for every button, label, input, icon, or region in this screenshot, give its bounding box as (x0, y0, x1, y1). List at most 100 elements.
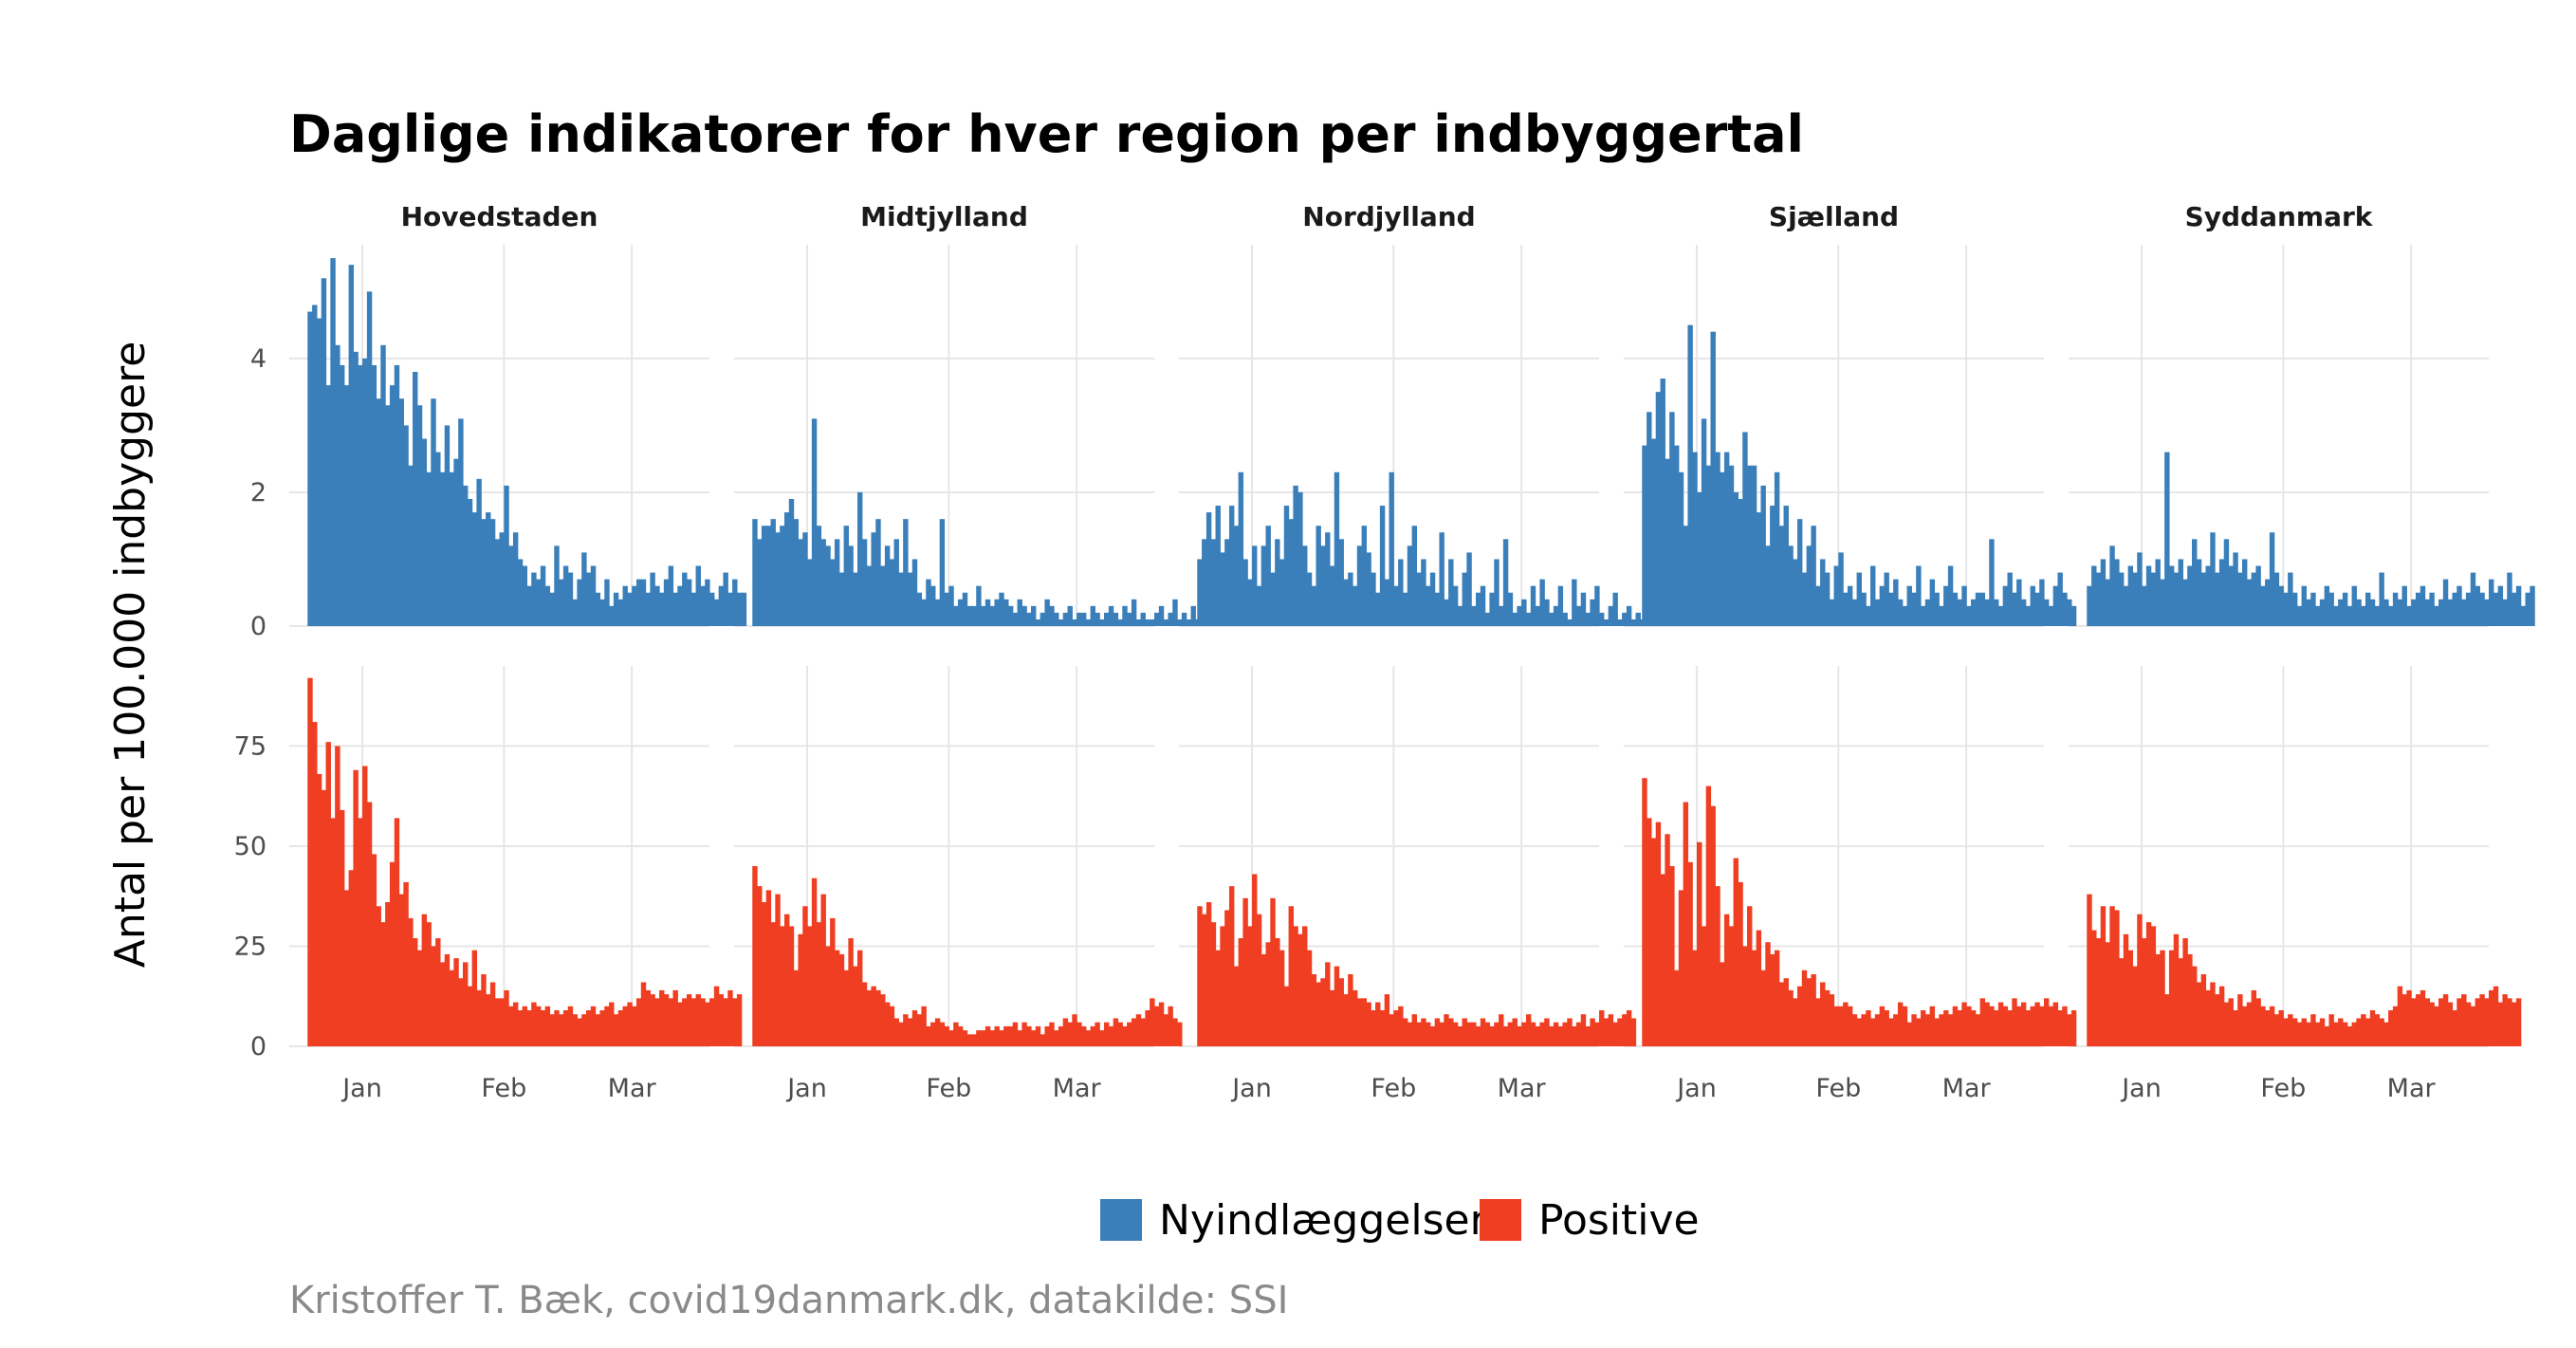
bar-positive-nordjylland (1306, 950, 1313, 1046)
bar-positive-nordjylland (1371, 1010, 1376, 1046)
bar-positive-hovedstaden (645, 989, 652, 1046)
bar-nyindlaeggelser-midtjylland (981, 605, 986, 626)
bar-positive-syddanmark (2105, 942, 2110, 1046)
bar-nyindlaeggelser-midtjylland (1131, 599, 1137, 626)
bar-nyindlaeggelser-midtjylland (1030, 605, 1037, 626)
bar-positive-midtjylland (1030, 1030, 1037, 1046)
bar-nyindlaeggelser-midtjylland (775, 532, 781, 626)
bar-positive-nordjylland (1535, 1025, 1541, 1046)
bar-positive-syddanmark (2291, 1018, 2298, 1046)
bar-nyindlaeggelser-sjaelland (1829, 599, 1835, 626)
bar-nyindlaeggelser-nordjylland (1398, 559, 1404, 626)
bar-positive-sjaelland (2007, 1010, 2013, 1046)
bar-nyindlaeggelser-sjaelland (1783, 506, 1789, 626)
bar-nyindlaeggelser-syddanmark (2356, 599, 2362, 626)
bar-nyindlaeggelser-sjaelland (2062, 592, 2068, 626)
bar-nyindlaeggelser-sjaelland (1888, 592, 1894, 626)
bar-nyindlaeggelser-midtjylland (1049, 605, 1055, 626)
bar-nyindlaeggelser-syddanmark (2251, 572, 2257, 626)
bar-nyindlaeggelser-midtjylland (948, 585, 954, 626)
bar-positive-midtjylland (843, 969, 849, 1046)
bar-positive-hovedstaden (672, 989, 678, 1046)
bar-positive-hovedstaden (585, 1010, 592, 1046)
bar-nyindlaeggelser-midtjylland (999, 592, 1004, 626)
bar-positive-hovedstaden (343, 890, 350, 1046)
bar-nyindlaeggelser-hovedstaden (732, 579, 738, 626)
bar-positive-sjaelland (1669, 866, 1675, 1046)
bar-positive-nordjylland (1352, 989, 1358, 1046)
bar-positive-midtjylland (788, 926, 795, 1046)
bar-positive-syddanmark (2241, 1006, 2248, 1046)
bar-nyindlaeggelser-midtjylland (911, 559, 918, 626)
bar-nyindlaeggelser-syddanmark (2237, 572, 2243, 626)
bar-nyindlaeggelser-midtjylland (916, 592, 923, 626)
bar-nyindlaeggelser-midtjylland (1007, 605, 1014, 626)
bar-positive-sjaelland (1701, 926, 1707, 1046)
bar-nyindlaeggelser-hovedstaden (330, 258, 336, 626)
bar-positive-hovedstaden (690, 998, 697, 1046)
bar-nyindlaeggelser-midtjylland (1067, 605, 1073, 626)
bar-positive-hovedstaden (444, 953, 451, 1046)
bar-nyindlaeggelser-midtjylland (984, 599, 991, 626)
bar-positive-hovedstaden (650, 994, 655, 1046)
bar-positive-syddanmark (2087, 894, 2092, 1046)
bar-positive-nordjylland (1293, 926, 1298, 1046)
bar-nyindlaeggelser-hovedstaden (659, 592, 665, 626)
bar-nyindlaeggelser-nordjylland (1356, 545, 1363, 626)
bar-positive-hovedstaden (536, 1006, 542, 1046)
bar-positive-sjaelland (1939, 1014, 1944, 1046)
bar-positive-midtjylland (1090, 1025, 1096, 1046)
bar-nyindlaeggelser-sjaelland (1943, 585, 1949, 626)
bar-positive-hovedstaden (599, 1010, 605, 1046)
bar-nyindlaeggelser-nordjylland (1402, 592, 1408, 626)
bar-nyindlaeggelser-hovedstaden (426, 471, 432, 626)
bar-positive-syddanmark (2420, 989, 2426, 1046)
bar-positive-nordjylland (1475, 1025, 1481, 1046)
bar-positive-sjaelland (1866, 1010, 1871, 1046)
bar-positive-hovedstaden (380, 922, 386, 1046)
bar-nyindlaeggelser-sjaelland (2025, 605, 2032, 626)
bar-positive-sjaelland (1705, 785, 1712, 1046)
bar-nyindlaeggelser-sjaelland (1897, 599, 1904, 626)
bar-nyindlaeggelser-nordjylland (1507, 592, 1514, 626)
bar-positive-hovedstaden (348, 870, 355, 1046)
bar-positive-sjaelland (1806, 978, 1812, 1046)
bar-nyindlaeggelser-hovedstaden (526, 585, 532, 626)
bar-positive-nordjylland (1603, 1018, 1610, 1046)
bar-positive-sjaelland (1838, 1006, 1844, 1046)
bar-positive-syddanmark (2137, 914, 2143, 1046)
bar-nyindlaeggelser-sjaelland (1642, 445, 1647, 626)
bar-positive-hovedstaden (476, 989, 482, 1046)
bar-positive-syddanmark (2205, 989, 2211, 1046)
bar-nyindlaeggelser-sjaelland (1824, 572, 1831, 626)
bar-positive-midtjylland (999, 1030, 1004, 1046)
bar-nyindlaeggelser-hovedstaden (617, 599, 624, 626)
bar-nyindlaeggelser-midtjylland (834, 539, 840, 626)
chart-caption: Kristoffer T. Bæk, covid19danmark.dk, da… (289, 1279, 1288, 1322)
bar-nyindlaeggelser-hovedstaden (489, 519, 496, 626)
bar-positive-nordjylland (1334, 966, 1340, 1046)
bar-positive-hovedstaden (403, 881, 409, 1046)
bar-nyindlaeggelser-sjaelland (1701, 418, 1707, 626)
bar-nyindlaeggelser-midtjylland (783, 512, 790, 626)
bar-positive-sjaelland (1984, 1002, 1990, 1046)
bar-positive-syddanmark (2145, 922, 2152, 1046)
bar-nyindlaeggelser-sjaelland (1906, 585, 1912, 626)
bar-positive-nordjylland (1544, 1018, 1550, 1046)
bar-positive-sjaelland (2039, 1006, 2045, 1046)
bar-nyindlaeggelser-syddanmark (2100, 559, 2107, 626)
bar-positive-syddanmark (2233, 1010, 2238, 1046)
bar-positive-nordjylland (1220, 926, 1225, 1046)
bar-positive-nordjylland (1270, 897, 1276, 1046)
bar-positive-sjaelland (1916, 1018, 1922, 1046)
bar-positive-midtjylland (893, 1018, 899, 1046)
bar-positive-midtjylland (775, 894, 781, 1046)
bar-positive-sjaelland (1893, 1014, 1899, 1046)
bar-nyindlaeggelser-nordjylland (1521, 599, 1527, 626)
x-tick-label-jan-hovedstaden: Jan (340, 1074, 382, 1103)
bar-nyindlaeggelser-midtjylland (903, 519, 909, 626)
y-tick-label-nyindlaeggelser: 4 (250, 344, 267, 374)
bar-nyindlaeggelser-syddanmark (2196, 559, 2202, 626)
bar-nyindlaeggelser-nordjylland (1585, 612, 1591, 626)
